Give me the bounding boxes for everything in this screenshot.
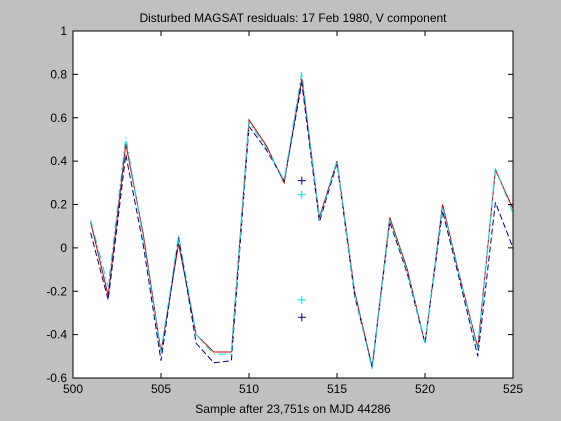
series-layer bbox=[90, 72, 514, 370]
x-tick-label: 525 bbox=[503, 382, 523, 396]
x-axis: 500 505 510 515 520 525 bbox=[63, 31, 523, 396]
y-tick-label: 0.6 bbox=[50, 111, 67, 125]
y-tick-label: -0.2 bbox=[46, 284, 67, 298]
y-tick-label: 0.4 bbox=[50, 154, 67, 168]
x-tick-label: 505 bbox=[151, 382, 171, 396]
series-line-3 bbox=[90, 72, 514, 370]
x-tick-label: 510 bbox=[239, 382, 259, 396]
chart-title: Disturbed MAGSAT residuals: 17 Feb 1980,… bbox=[139, 11, 447, 25]
x-tick-label: 500 bbox=[63, 382, 83, 396]
plus-marker-1 bbox=[297, 176, 306, 185]
series-line-2 bbox=[90, 83, 514, 368]
y-axis: -0.6 -0.4 -0.2 0 0.2 0.4 0.6 0.8 1 bbox=[46, 24, 513, 385]
marker-layer bbox=[297, 176, 306, 322]
y-tick-label: 0.8 bbox=[50, 67, 67, 81]
y-tick-label: 1 bbox=[60, 24, 67, 38]
y-tick-label: -0.4 bbox=[46, 328, 67, 342]
y-tick-label: 0 bbox=[60, 241, 67, 255]
plus-marker-3 bbox=[297, 190, 306, 199]
x-tick-label: 520 bbox=[415, 382, 435, 396]
y-tick-label: -0.6 bbox=[46, 371, 67, 385]
plus-marker-4 bbox=[297, 295, 306, 304]
y-tick-label: 0.2 bbox=[50, 198, 67, 212]
plot-area bbox=[72, 30, 514, 379]
plus-marker-2 bbox=[297, 313, 306, 322]
x-axis-label: Sample after 23,751s on MJD 44286 bbox=[195, 402, 391, 416]
x-tick-label: 515 bbox=[327, 382, 347, 396]
